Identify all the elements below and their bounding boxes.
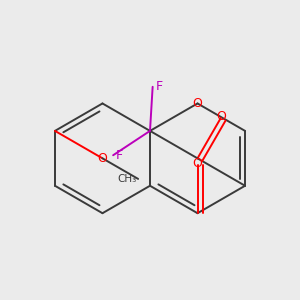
Text: CH₃: CH₃	[117, 174, 136, 184]
Text: O: O	[193, 157, 202, 170]
Text: O: O	[193, 97, 202, 110]
Text: O: O	[216, 110, 226, 123]
Text: F: F	[116, 149, 123, 162]
Text: O: O	[98, 152, 107, 165]
Text: F: F	[156, 80, 163, 93]
